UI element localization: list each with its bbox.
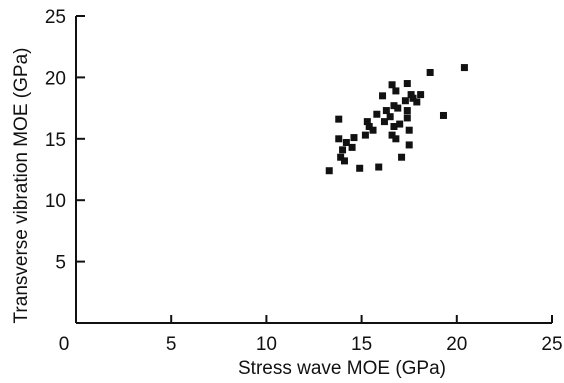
data-point [390,102,398,110]
data-point [388,81,396,89]
data-point [426,68,434,76]
y-axis-ticks: 5 10 15 20 25 [45,7,85,274]
data-point [382,107,390,115]
data-point [356,164,364,172]
data-point [363,118,371,126]
data-point [361,131,369,139]
data-point [394,104,402,112]
data-point [405,126,413,134]
data-point [405,141,413,149]
data-point [392,135,400,143]
data-point [460,64,468,72]
data-point [337,153,345,161]
data-point [403,114,411,122]
x-tick-label: 0 [59,334,70,355]
data-point [390,123,398,131]
data-point [409,94,417,102]
data-point [407,91,415,99]
y-tick-label: 5 [55,253,66,274]
y-tick-label: 25 [45,7,66,28]
data-point [379,92,387,100]
data-point [396,120,404,128]
x-tick-label: 15 [351,334,372,355]
y-axis-title: Transverse vibration MOE (GPa) [11,48,32,324]
data-point [403,80,411,88]
data-point [340,157,348,165]
y-tick-label: 15 [45,130,66,151]
x-tick-label: 10 [256,334,277,355]
data-point [350,134,358,142]
data-point [386,113,394,121]
data-point [403,107,411,115]
y-tick-label: 10 [45,191,66,212]
data-point [398,153,406,161]
data-point [388,131,396,139]
data-point [380,118,388,126]
data-point [417,91,425,99]
data-point [342,138,350,146]
data-point [392,87,400,95]
x-tick-label: 20 [446,334,467,355]
data-point [439,111,447,119]
x-axis-ticks: 0 5 10 15 20 25 [59,315,563,355]
data-point [413,98,421,106]
data-point [335,115,343,123]
data-point [348,143,356,151]
data-point [365,123,373,131]
x-tick-label: 25 [541,334,562,355]
data-points [325,64,468,175]
y-tick-label: 20 [45,68,66,89]
x-axis-title: Stress wave MOE (GPa) [238,358,446,379]
data-point [325,167,333,175]
data-point [369,126,377,134]
data-point [373,110,381,118]
data-point [375,163,383,171]
x-tick-label: 5 [166,334,177,355]
data-point [339,146,347,154]
data-point [401,97,409,105]
data-point [335,135,343,143]
